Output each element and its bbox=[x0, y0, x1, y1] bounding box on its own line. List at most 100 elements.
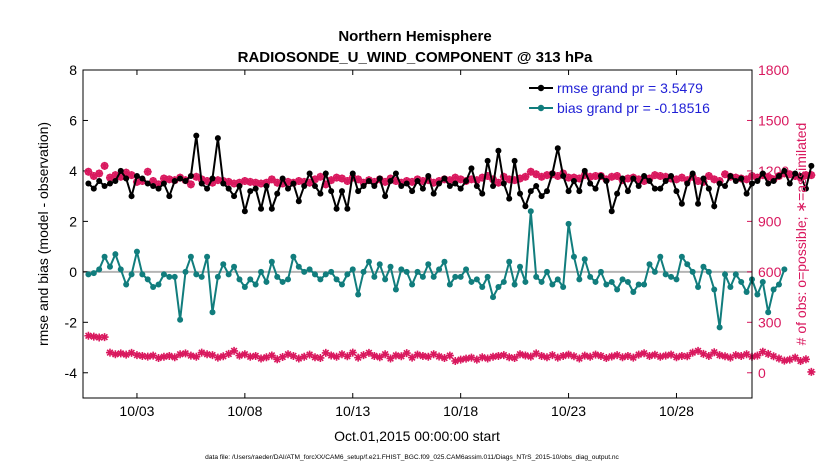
obs-assimilated-point-upper bbox=[165, 175, 174, 184]
rmse-point bbox=[436, 180, 443, 187]
obs-assimilated-point bbox=[89, 332, 98, 341]
y2-tick-label: 900 bbox=[758, 213, 782, 229]
obs-assimilated-point bbox=[132, 351, 141, 360]
bias-point bbox=[452, 273, 459, 280]
obs-assimilated-point-upper bbox=[542, 171, 551, 180]
obs-assimilated-point bbox=[105, 348, 114, 357]
bias-point bbox=[517, 263, 524, 270]
obs-assimilated-point-upper bbox=[122, 168, 131, 177]
obs-assimilated-point bbox=[343, 352, 352, 361]
obs-assimilated-point bbox=[381, 350, 390, 359]
rmse-point bbox=[597, 172, 604, 179]
bias-point bbox=[576, 276, 583, 283]
obs-assimilated-point-upper bbox=[213, 176, 222, 185]
obs-assimilated-point bbox=[348, 348, 357, 357]
rmse-point bbox=[554, 145, 561, 152]
obs-assimilated-point bbox=[564, 350, 573, 359]
obs-assimilated-point bbox=[618, 353, 627, 362]
rmse-point bbox=[382, 193, 389, 200]
rmse-point bbox=[306, 170, 313, 177]
rmse-point bbox=[198, 180, 205, 187]
bias-point bbox=[500, 278, 507, 285]
bias-point bbox=[263, 278, 270, 285]
obs-assimilated-point-upper bbox=[332, 173, 341, 182]
bias-point bbox=[436, 266, 443, 273]
obs-assimilated-point-upper bbox=[84, 167, 93, 176]
obs-assimilated-point bbox=[650, 350, 659, 359]
rmse-point bbox=[538, 193, 545, 200]
rmse-point bbox=[527, 188, 534, 195]
rmse-point bbox=[463, 178, 470, 185]
rmse-point bbox=[722, 183, 729, 190]
rmse-point bbox=[409, 188, 416, 195]
rmse-point bbox=[678, 200, 685, 207]
obs-assimilated-point bbox=[667, 350, 676, 359]
bias-point bbox=[678, 253, 685, 260]
obs-assimilated-point bbox=[526, 352, 535, 361]
bias-point bbox=[662, 271, 669, 278]
bias-point bbox=[722, 271, 729, 278]
y2-tick-label: 600 bbox=[758, 264, 782, 280]
rmse-point bbox=[96, 178, 103, 185]
bias-point bbox=[543, 268, 550, 275]
rmse-point bbox=[716, 180, 723, 187]
obs-assimilated-point bbox=[607, 352, 616, 361]
obs-assimilated-point bbox=[774, 354, 783, 363]
rmse-point bbox=[360, 183, 367, 190]
rmse-point bbox=[193, 132, 200, 139]
legend: rmse grand pr = 3.5479 bias grand pr = -… bbox=[525, 76, 747, 118]
obs-assimilated-point-upper bbox=[267, 175, 276, 184]
obs-assimilated-point bbox=[364, 348, 373, 357]
obs-assimilated-point bbox=[332, 352, 341, 361]
obs-assimilated-point-upper bbox=[337, 174, 346, 183]
rmse-point bbox=[204, 185, 211, 192]
obs-assimilated-point-upper bbox=[677, 173, 686, 182]
rmse-point bbox=[371, 183, 378, 190]
rmse-point bbox=[387, 178, 394, 185]
obs-assimilated-point-upper bbox=[127, 171, 136, 180]
rmse-point bbox=[425, 172, 432, 179]
obs-assimilated-point bbox=[294, 354, 303, 363]
rmse-point bbox=[543, 188, 550, 195]
rmse-point bbox=[700, 175, 707, 182]
rmse-point bbox=[457, 185, 464, 192]
obs-assimilated-point-upper bbox=[370, 177, 379, 186]
obs-assimilated-point bbox=[219, 352, 228, 361]
obs-assimilated-point-upper bbox=[310, 175, 319, 184]
bias-point bbox=[317, 276, 324, 283]
obs-assimilated-point bbox=[257, 354, 266, 363]
footnote: data file: /Users/raeder/DAI/ATM_forcXX/… bbox=[205, 454, 619, 461]
bias-point bbox=[738, 278, 745, 285]
obs-assimilated-point-upper bbox=[451, 173, 460, 182]
rmse-point bbox=[128, 193, 135, 200]
bias-point bbox=[732, 271, 739, 278]
obs-assimilated-point bbox=[499, 351, 508, 360]
rmse-point bbox=[452, 180, 459, 187]
bias-point bbox=[285, 276, 292, 283]
obs-assimilated-point bbox=[634, 350, 643, 359]
rmse-point bbox=[398, 183, 405, 190]
bias-point bbox=[106, 263, 113, 270]
obs-assimilated-point bbox=[143, 352, 152, 361]
obs-assimilated-point-upper bbox=[418, 177, 427, 186]
bias-point bbox=[646, 261, 653, 268]
rmse-point bbox=[328, 188, 335, 195]
rmse-point bbox=[279, 175, 286, 182]
rmse-point bbox=[592, 185, 599, 192]
y2-tick-label: 1800 bbox=[758, 62, 789, 78]
rmse-point bbox=[468, 165, 475, 172]
bias-point bbox=[608, 278, 615, 285]
obs-assimilated-point bbox=[586, 352, 595, 361]
bias-point bbox=[338, 281, 345, 288]
bias-point bbox=[220, 261, 227, 268]
obs-assimilated-point bbox=[542, 353, 551, 362]
bias-point bbox=[322, 271, 329, 278]
obs-assimilated-point bbox=[418, 351, 427, 360]
obs-assimilated-point-upper bbox=[316, 172, 325, 181]
obs-assimilated-point-upper bbox=[381, 177, 390, 186]
bias-point bbox=[133, 248, 140, 255]
obs-assimilated-point-upper bbox=[203, 177, 212, 186]
bias-point bbox=[328, 268, 335, 275]
bias-point bbox=[635, 281, 642, 288]
